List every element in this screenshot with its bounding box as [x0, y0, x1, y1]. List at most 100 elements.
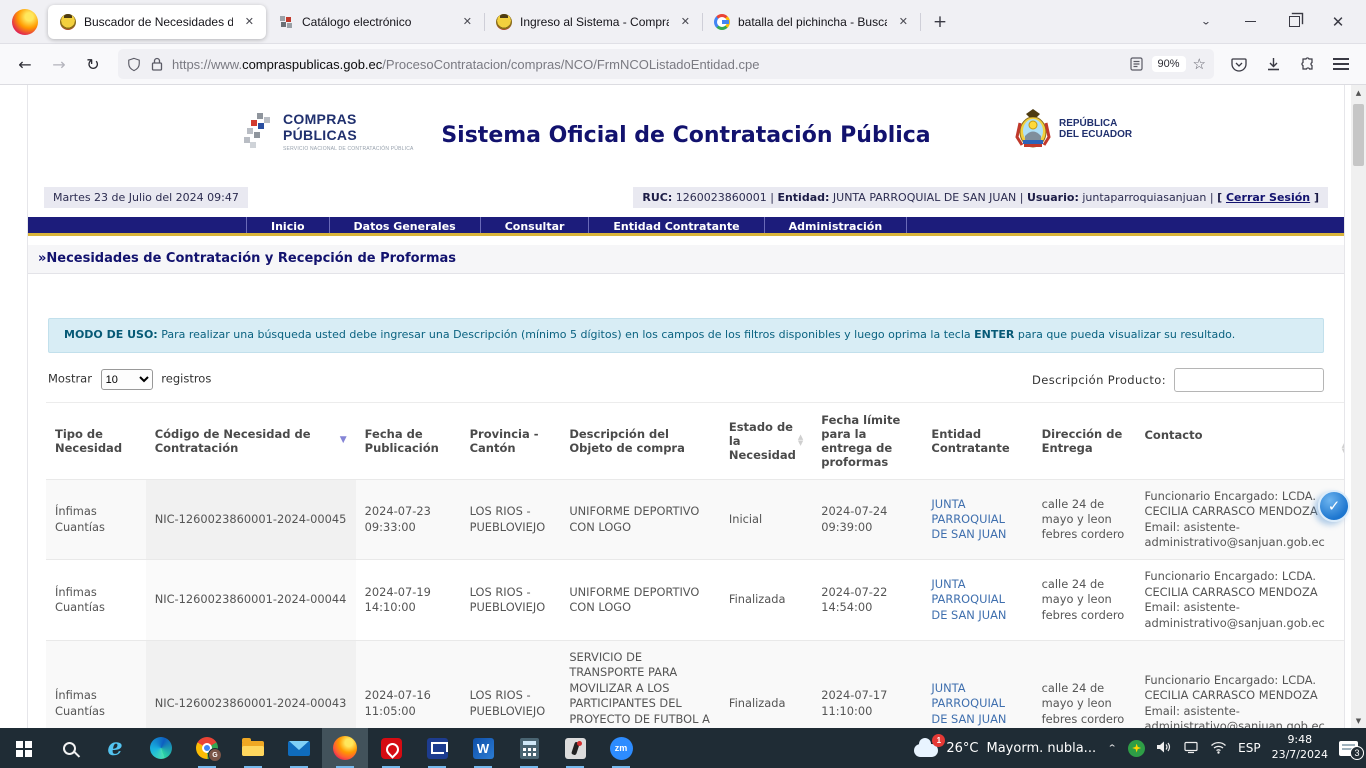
pocket-icon[interactable] — [1224, 49, 1254, 79]
sort-icon: ▲▼ — [797, 432, 804, 447]
browser-tab[interactable]: Catálogo electrónico ✕ — [266, 5, 485, 39]
menu-icon[interactable] — [1326, 49, 1356, 79]
nav-item-consultar[interactable]: Consultar — [479, 217, 589, 233]
usage-note: MODO DE USO: Para realizar una búsqueda … — [48, 318, 1324, 353]
page-scrollbar[interactable]: ▲ ▼ — [1351, 85, 1366, 728]
product-description-input[interactable] — [1174, 367, 1324, 392]
taskbar-chrome-button[interactable] — [184, 728, 230, 768]
compras-publicas-logo: COMPRAS PÚBLICAS SERVICIO NACIONAL DE CO… — [243, 111, 414, 152]
taskbar-start-button[interactable] — [0, 728, 46, 768]
entity-link[interactable]: JUNTA PARROQUIAL DE SAN JUAN — [931, 577, 1007, 622]
acrobat-icon — [380, 737, 402, 759]
restore-button[interactable] — [1274, 6, 1314, 38]
weather-widget[interactable]: 1 26°C Mayorm. nubla... — [914, 733, 1096, 757]
column-header[interactable]: Tipo de Necesidad — [55, 426, 123, 455]
browser-tab[interactable]: Ingreso al Sistema - Compras P ✕ — [484, 5, 703, 39]
taskbar-word-button[interactable] — [460, 728, 506, 768]
reload-button[interactable]: ↻ — [86, 54, 100, 74]
cell-entidad: JUNTA PARROQUIAL DE SAN JUAN — [922, 478, 1033, 560]
taskbar-edge-button[interactable] — [138, 728, 184, 768]
extensions-icon[interactable] — [1292, 49, 1322, 79]
cell-descripcion: UNIFORME DEPORTIVO CON LOGO — [560, 559, 720, 641]
scrollbar-thumb[interactable] — [1353, 104, 1364, 166]
zoom-level-indicator[interactable]: 90% — [1151, 56, 1186, 72]
entity-link[interactable]: JUNTA PARROQUIAL DE SAN JUAN — [931, 496, 1007, 542]
session-info: RUC: 1260023860001 | Entidad: JUNTA PARR… — [633, 187, 1328, 208]
column-header[interactable]: Fecha límite para la entrega de proforma… — [821, 412, 901, 469]
word-icon — [472, 737, 494, 759]
nav-item-administración[interactable]: Administración — [763, 217, 908, 233]
floating-assistant-widget[interactable]: ✓ — [1318, 490, 1350, 522]
google-favicon-icon — [714, 13, 730, 30]
tab-close-icon[interactable]: ✕ — [680, 16, 690, 28]
nav-item-entidad-contratante[interactable]: Entidad Contratante — [588, 217, 763, 233]
minimize-button[interactable] — [1230, 6, 1270, 38]
column-header[interactable]: Dirección de Entrega — [1041, 426, 1123, 455]
column-header[interactable]: ▲ ▼ Estado de la Necesidad — [728, 419, 804, 462]
browser-tab[interactable]: Buscador de Necesidades de Co ✕ — [48, 4, 266, 39]
taskbar-file-explorer-button[interactable] — [230, 728, 276, 768]
logo-mosaic-icon — [243, 111, 277, 151]
cell-descripcion: UNIFORME DEPORTIVO CON LOGO — [560, 478, 720, 560]
wifi-icon[interactable] — [1210, 739, 1227, 758]
cast-icon[interactable] — [1183, 739, 1199, 758]
taskbar-clock[interactable]: 9:48 23/7/2024 — [1272, 733, 1328, 763]
column-header[interactable]: Descripción del Objeto de compra — [569, 426, 685, 455]
new-tab-button[interactable]: + — [932, 11, 948, 32]
taskbar-mail-button[interactable] — [276, 728, 322, 768]
browser-tab[interactable]: batalla del pichincha - Buscar c ✕ — [702, 5, 921, 39]
tab-title: Ingreso al Sistema - Compras P — [520, 14, 669, 29]
column-header[interactable]: Fecha de Publicación — [364, 426, 439, 455]
taskbar-zoom-app-button[interactable] — [598, 728, 644, 768]
tab-close-icon[interactable]: ✕ — [462, 16, 472, 28]
page-length-select[interactable]: 10 — [100, 369, 153, 391]
taskbar-acrobat-button[interactable] — [368, 728, 414, 768]
volume-icon[interactable] — [1156, 739, 1172, 758]
column-header[interactable]: ▼ Código de Necesidad de Contratación — [154, 426, 347, 455]
forward-button[interactable]: → — [52, 54, 66, 74]
back-button[interactable]: ← — [18, 54, 32, 74]
ecuador-emblem-favicon-icon — [60, 13, 76, 30]
firefox-icon[interactable] — [12, 8, 38, 35]
cell-direccion: calle 24 de mayo y leon febres cordero — [1032, 478, 1136, 560]
sort-desc-icon: ▼ — [339, 434, 347, 445]
taskbar-search-button[interactable] — [46, 728, 92, 768]
logout-link[interactable]: Cerrar Sesión — [1225, 191, 1311, 204]
url-bar[interactable]: https://www.compraspublicas.gob.ec/Proce… — [118, 49, 1214, 79]
column-header[interactable]: Provincia - Cantón — [469, 426, 539, 455]
scroll-up-arrow-icon[interactable]: ▲ — [1355, 88, 1362, 97]
shield-icon[interactable] — [126, 56, 142, 72]
antivirus-icon[interactable] — [1128, 739, 1146, 757]
taskbar-java-app-button[interactable] — [552, 728, 598, 768]
taskbar-calculator-button[interactable] — [506, 728, 552, 768]
taskbar-scanner-app-button[interactable] — [414, 728, 460, 768]
tray-expand-icon[interactable]: ⌃ — [1107, 742, 1118, 754]
taskbar-firefox-button[interactable] — [322, 728, 368, 768]
cell-codigo: NIC-1260023860001-2024-00044 — [145, 559, 356, 641]
entity-link[interactable]: JUNTA PARROQUIAL DE SAN JUAN — [931, 680, 1007, 726]
close-window-button[interactable]: ✕ — [1331, 12, 1345, 31]
nav-item-datos-generales[interactable]: Datos Generales — [328, 217, 480, 233]
lock-icon[interactable] — [149, 56, 165, 72]
cell-estado: Finalizada — [719, 559, 813, 641]
keyboard-language[interactable]: ESP — [1238, 741, 1261, 755]
calculator-icon — [519, 737, 539, 759]
session-bar: Martes 23 de Julio del 2024 09:47 RUC: 1… — [28, 187, 1344, 208]
list-tabs-icon[interactable]: ⌄ — [1200, 15, 1212, 28]
tab-title: batalla del pichincha - Buscar c — [738, 14, 887, 29]
reader-mode-icon[interactable] — [1129, 56, 1145, 72]
scroll-down-arrow-icon[interactable]: ▼ — [1355, 716, 1362, 725]
column-header[interactable]: Entidad Contratante — [931, 426, 1010, 455]
firefox-icon — [333, 736, 357, 760]
notification-center-icon[interactable]: 3 — [1339, 740, 1364, 760]
site-header: COMPRAS PÚBLICAS SERVICIO NACIONAL DE CO… — [28, 99, 1344, 185]
cell-provincia: LOS RIOS - PUEBLOVIEJO — [460, 559, 561, 641]
taskbar-internet-explorer-button[interactable]: e — [92, 728, 138, 768]
scrollbar-track[interactable] — [1351, 100, 1366, 713]
column-header[interactable]: ▲▼Contacto — [1135, 402, 1344, 479]
tab-close-icon[interactable]: ✕ — [244, 16, 254, 28]
nav-item-inicio[interactable]: Inicio — [246, 217, 329, 233]
tab-close-icon[interactable]: ✕ — [898, 16, 908, 28]
bookmark-star-icon[interactable]: ☆ — [1192, 55, 1206, 73]
downloads-icon[interactable] — [1258, 49, 1288, 79]
